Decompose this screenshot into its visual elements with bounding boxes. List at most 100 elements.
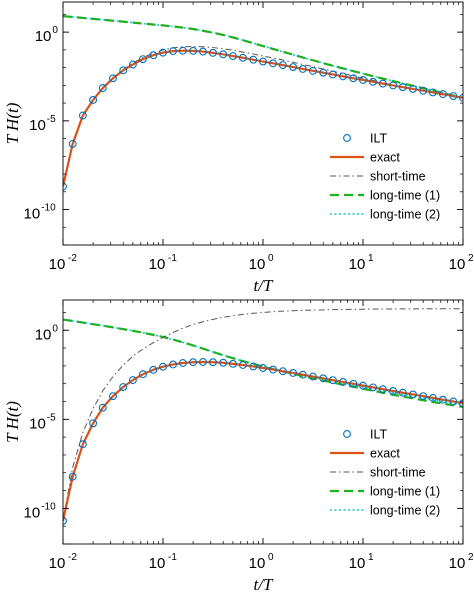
ilt-point: [459, 93, 463, 102]
ilt-point: [63, 182, 67, 191]
ilt-point: [159, 48, 167, 57]
y-tick-exponent: -10: [41, 501, 56, 512]
ilt-point: [89, 96, 98, 104]
legend-swatch: [343, 134, 351, 142]
legend-entry: exact: [330, 151, 400, 165]
y-tick-exponent: -5: [47, 412, 56, 423]
ilt-point: [68, 139, 77, 148]
legend-entry: ILT: [343, 428, 387, 442]
legend-entry: long-time (1): [330, 485, 440, 499]
ilt-point: [449, 397, 458, 406]
y-tick-label: 10: [35, 28, 52, 45]
y-tick-label: 10: [24, 504, 41, 521]
ilt-point: [289, 369, 298, 377]
ilt-point: [89, 419, 98, 428]
ilt-point: [138, 370, 147, 379]
ilt-point: [438, 395, 447, 404]
legend-label: short-time: [370, 466, 426, 480]
ilt-point: [349, 74, 358, 83]
ilt-point: [109, 392, 117, 401]
ilt-point: [289, 63, 298, 71]
ilt-point: [338, 378, 347, 386]
ilt-point: [398, 388, 407, 397]
x-tick-exponent: -2: [68, 253, 77, 264]
legend-label: long-time (2): [370, 504, 440, 518]
ilt-point: [459, 399, 463, 408]
ilt-point: [209, 48, 217, 57]
legend-label: ILT: [370, 428, 387, 442]
ilt-point: [149, 51, 158, 60]
ilt-point: [428, 88, 437, 97]
ilt-point: [389, 81, 398, 90]
ilt-point: [359, 76, 367, 84]
x-tick-exponent: 2: [468, 552, 474, 563]
ilt-point: [149, 365, 158, 374]
ilt-point: [128, 60, 137, 69]
ilt-point: [389, 387, 398, 395]
ilt-point: [238, 361, 247, 369]
ilt-point: [338, 72, 347, 81]
ilt-point: [278, 367, 287, 376]
x-tick-exponent: 0: [268, 253, 274, 264]
ilt-point: [119, 383, 128, 391]
ilt-point: [189, 46, 198, 55]
legend-label: short-time: [370, 170, 426, 184]
x-tick-exponent: 1: [368, 253, 374, 264]
ilt-point: [419, 392, 428, 401]
legend-label: long-time (2): [370, 208, 440, 222]
legend-entry: short-time: [330, 170, 426, 184]
ilt-point: [228, 359, 237, 368]
series-line-long-time-2: [63, 15, 463, 99]
y-axis-label: T H(t): [3, 401, 22, 443]
ilt-point: [109, 74, 117, 83]
ilt-point: [63, 516, 67, 525]
ilt-point: [68, 472, 77, 481]
ilt-point: [309, 66, 317, 75]
ilt-point: [209, 358, 217, 367]
ilt-point: [278, 61, 287, 70]
x-tick-label: 10: [449, 555, 466, 572]
ilt-point: [169, 360, 177, 369]
ilt-point: [359, 381, 367, 390]
ilt-point: [169, 47, 177, 56]
ilt-point: [138, 55, 147, 64]
legend-label: ILT: [370, 132, 387, 146]
ilt-point: [98, 84, 107, 93]
x-tick-label: 10: [349, 555, 366, 572]
ilt-point: [298, 370, 307, 379]
x-tick-label: 10: [149, 555, 166, 572]
ilt-point: [419, 86, 428, 95]
ilt-point: [249, 362, 258, 371]
ilt-point: [269, 365, 277, 374]
x-axis-label: t/T: [254, 276, 274, 295]
y-tick-label: 10: [24, 206, 41, 223]
y-tick-exponent: -5: [47, 114, 56, 125]
x-tick-label: 10: [49, 555, 66, 572]
series-line-short-time: [63, 308, 463, 521]
ilt-point: [378, 385, 387, 394]
ilt-point: [409, 390, 417, 399]
ilt-point: [438, 90, 447, 99]
legend-entry: exact: [330, 447, 400, 461]
ilt-point: [319, 374, 328, 383]
ilt-point: [298, 65, 307, 73]
x-tick-exponent: 2: [468, 253, 474, 264]
legend-label: exact: [370, 447, 400, 461]
x-tick-exponent: 0: [268, 552, 274, 563]
legend-entry: short-time: [330, 466, 426, 480]
ilt-point: [119, 66, 128, 75]
plot-area: [63, 308, 463, 525]
ilt-point: [328, 376, 337, 385]
x-tick-label: 10: [449, 256, 466, 273]
ilt-point: [238, 53, 247, 62]
ilt-point: [378, 79, 387, 88]
legend-entry: ILT: [343, 132, 387, 146]
x-tick-label: 10: [349, 256, 366, 273]
ilt-point: [228, 52, 237, 60]
ilt-point: [428, 393, 437, 402]
x-axis-label: t/T: [254, 575, 274, 594]
ilt-point: [159, 362, 167, 371]
legend-swatch: [343, 430, 351, 438]
ilt-point: [78, 111, 87, 120]
x-tick-exponent: 1: [368, 552, 374, 563]
